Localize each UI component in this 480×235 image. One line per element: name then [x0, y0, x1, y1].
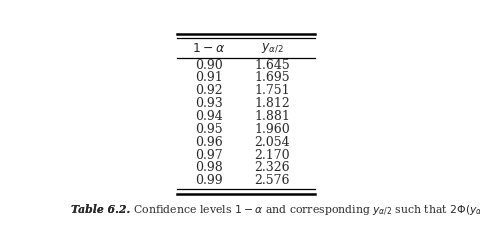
- Text: 0.96: 0.96: [195, 136, 223, 149]
- Text: 1.751: 1.751: [254, 84, 290, 97]
- Text: Table 6.2.: Table 6.2.: [71, 204, 131, 215]
- Text: 2.576: 2.576: [254, 174, 290, 187]
- Text: 1.881: 1.881: [254, 110, 290, 123]
- Text: 1.695: 1.695: [254, 71, 290, 84]
- Text: 2.326: 2.326: [254, 161, 290, 174]
- Text: 0.94: 0.94: [195, 110, 223, 123]
- Text: 1.812: 1.812: [254, 97, 290, 110]
- Text: 1.645: 1.645: [254, 59, 290, 72]
- Text: 1.960: 1.960: [254, 123, 290, 136]
- Text: Confidence levels $1-\alpha$ and corresponding $y_{\alpha/2}$ such that $2\Phi(y: Confidence levels $1-\alpha$ and corresp…: [131, 204, 480, 219]
- Text: 0.97: 0.97: [195, 149, 223, 161]
- Text: 2.170: 2.170: [254, 149, 290, 161]
- Text: Table 6.2.: Table 6.2.: [71, 204, 131, 215]
- Text: 0.91: 0.91: [195, 71, 223, 84]
- Text: 0.92: 0.92: [195, 84, 223, 97]
- Text: $y_{\alpha/2}$: $y_{\alpha/2}$: [261, 41, 283, 55]
- Text: 2.054: 2.054: [254, 136, 290, 149]
- Text: 0.93: 0.93: [195, 97, 223, 110]
- Text: $1-\alpha$: $1-\alpha$: [192, 42, 226, 55]
- Text: 0.90: 0.90: [195, 59, 223, 72]
- Text: 0.98: 0.98: [195, 161, 223, 174]
- Text: 0.99: 0.99: [195, 174, 223, 187]
- Text: 0.95: 0.95: [195, 123, 223, 136]
